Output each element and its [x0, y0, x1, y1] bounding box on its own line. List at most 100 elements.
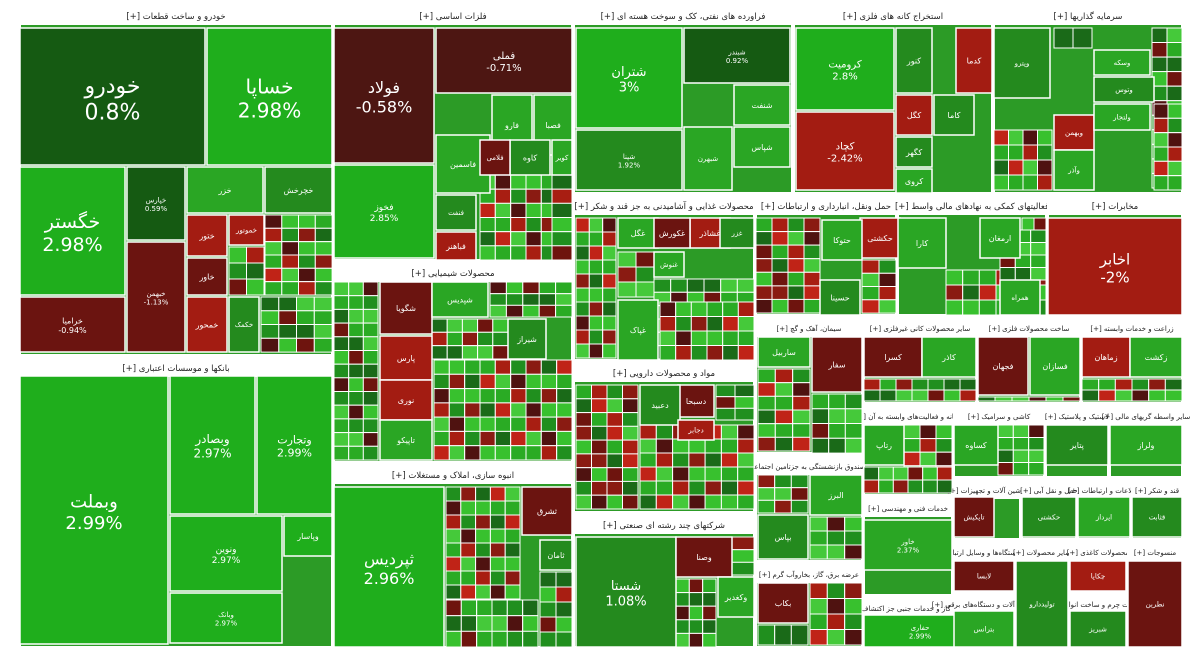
- stock-tile[interactable]: حسینا: [819, 279, 861, 316]
- sector-title[interactable]: مواد و محصولات دارویی [+]: [613, 369, 715, 379]
- stock-tile[interactable]: سفار: [811, 336, 863, 393]
- stock-tile[interactable]: لابسا: [953, 560, 1015, 592]
- stock-tile[interactable]: غکورش: [653, 217, 691, 249]
- stock-tile[interactable]: کاما: [933, 94, 975, 136]
- stock-tile[interactable]: ارمغان: [979, 217, 1021, 259]
- stock-tile[interactable]: ختور: [186, 214, 228, 257]
- sector-title[interactable]: قند و شکر [+]: [1135, 487, 1179, 495]
- sector-title[interactable]: اطلاعات و ارتباطات [+]: [1068, 487, 1140, 495]
- stock-tile[interactable]: ثشرق: [521, 486, 573, 536]
- stock-tile[interactable]: شیراز: [507, 318, 547, 360]
- stock-tile[interactable]: ولتجار: [1093, 103, 1151, 131]
- sector-title[interactable]: عرضه برق، گاز، بخاروآب گرم [+]: [759, 570, 859, 579]
- stock-tile[interactable]: خموتور: [228, 214, 265, 246]
- stock-tile[interactable]: غنوش: [653, 251, 685, 278]
- stock-tile[interactable]: فملی-0.71%: [435, 27, 573, 94]
- stock-tile[interactable]: کاذر: [921, 336, 977, 378]
- stock-tile[interactable]: کسرا: [863, 336, 923, 378]
- stock-tile[interactable]: وسکه: [1093, 49, 1151, 76]
- sector-title[interactable]: ساخت محصولات فلزی [+]: [989, 325, 1070, 333]
- stock-tile[interactable]: شنفت: [733, 84, 791, 126]
- sector-title[interactable]: سایر محصولات کانی غیرفلزی [+]: [870, 325, 971, 333]
- sector-title[interactable]: حمل و نقل آبی [+]: [1020, 486, 1078, 495]
- stock-tile[interactable]: تاپکیش: [953, 496, 995, 538]
- stock-tile[interactable]: وپاسار: [283, 515, 333, 557]
- stock-tile[interactable]: کروی: [895, 168, 933, 194]
- stock-tile[interactable]: دعبید: [639, 384, 681, 426]
- stock-tile[interactable]: کساوه: [953, 424, 999, 466]
- stock-tile[interactable]: کچاد-2.42%: [795, 111, 895, 191]
- sector-title[interactable]: محصولات کاغذی [+]: [1067, 549, 1130, 557]
- stock-tile[interactable]: وآذر: [1053, 149, 1095, 191]
- stock-tile[interactable]: شپاس: [733, 126, 791, 168]
- stock-tile[interactable]: کارا: [897, 217, 947, 269]
- stock-tile[interactable]: غپاک: [617, 299, 659, 361]
- stock-tile[interactable]: نوری: [379, 379, 433, 421]
- stock-tile[interactable]: نطرین: [1127, 560, 1183, 648]
- stock-tile[interactable]: وبهمن: [1053, 114, 1095, 151]
- stock-tile[interactable]: بکاب: [757, 582, 809, 624]
- sector-title[interactable]: زراعت و خدمات وابسته [+]: [1090, 325, 1173, 333]
- stock-tile[interactable]: دجابر: [677, 419, 715, 441]
- stock-tile[interactable]: قثابت: [1131, 496, 1183, 538]
- stock-tile[interactable]: خزر: [186, 166, 264, 214]
- stock-tile[interactable]: ساربیل: [757, 336, 811, 368]
- stock-tile[interactable]: شبریز: [1069, 610, 1127, 648]
- stock-tile[interactable]: فباهنر: [435, 231, 477, 261]
- sector-title[interactable]: محصولات غذایی و آشامیدنی به جز قند و شکر…: [574, 200, 753, 212]
- stock-tile[interactable]: کویر: [551, 139, 573, 176]
- stock-tile[interactable]: تولیددارو: [1015, 560, 1069, 648]
- stock-tile[interactable]: حکشتی: [1021, 496, 1077, 538]
- stock-tile[interactable]: بپاس: [757, 514, 809, 560]
- sector-title[interactable]: لاستیک و پلاستیک [+]: [1045, 413, 1109, 421]
- stock-tile[interactable]: ولراز: [1109, 424, 1183, 466]
- stock-tile[interactable]: غگل: [617, 217, 659, 249]
- stock-tile[interactable]: کنور: [895, 27, 933, 94]
- stock-tile[interactable]: فنفت: [435, 194, 477, 231]
- stock-tile[interactable]: وکغدیر: [717, 576, 755, 618]
- stock-tile[interactable]: فجهان: [977, 336, 1029, 396]
- stock-tile[interactable]: تاپیکو: [379, 419, 433, 461]
- stock-tile[interactable]: پتایر: [1045, 424, 1109, 466]
- sector-title[interactable]: سیمان، آهک و گچ [+]: [777, 324, 842, 333]
- stock-tile[interactable]: فولاد-0.58%: [333, 27, 435, 164]
- stock-tile[interactable]: خکمک: [228, 296, 260, 353]
- stock-tile[interactable]: وصنا: [675, 536, 733, 578]
- sector-title[interactable]: استخراج کانه های فلزی [+]: [843, 12, 943, 22]
- sector-title[interactable]: بیمه وصندوق بازنشستگی به جزتامین اجتماعی…: [735, 462, 883, 471]
- stock-tile[interactable]: شپدیس: [431, 281, 489, 318]
- sector-title[interactable]: سایر محصولات [+]: [1013, 549, 1071, 557]
- stock-tile[interactable]: وپترو: [993, 27, 1051, 99]
- stock-tile[interactable]: رتاپ: [863, 424, 905, 466]
- stock-tile[interactable]: خمحور: [186, 296, 228, 353]
- stock-tile[interactable]: اپرداز: [1077, 496, 1131, 538]
- stock-tile[interactable]: وتوس: [1093, 76, 1155, 103]
- stock-tile[interactable]: کدما: [955, 27, 993, 94]
- stock-tile[interactable]: فسازان: [1029, 336, 1081, 396]
- stock-tile[interactable]: خچرخش: [264, 166, 333, 214]
- stock-tile[interactable]: زکشت: [1129, 336, 1183, 378]
- stock-tile[interactable]: کگل: [895, 94, 933, 136]
- stock-tile[interactable]: حکشتی: [859, 217, 901, 259]
- stock-tile[interactable]: خاور: [186, 257, 228, 296]
- stock-tile[interactable]: کاوه: [509, 139, 551, 176]
- sector-title[interactable]: کاشی و سرامیک [+]: [968, 413, 1031, 421]
- stock-tile[interactable]: پارس: [379, 335, 433, 381]
- stock-tile[interactable]: خرامیا-0.94%: [19, 296, 126, 353]
- sector-title[interactable]: انبوه سازی، املاک و مستغلات [+]: [392, 471, 514, 481]
- stock-tile[interactable]: البرز: [809, 474, 863, 516]
- stock-tile[interactable]: زماهان: [1081, 336, 1131, 378]
- stock-tile[interactable]: خبهمن-1.13%: [126, 241, 186, 353]
- sector-title[interactable]: مخابرات [+]: [1092, 202, 1139, 212]
- stock-tile[interactable]: چکاپا: [1069, 560, 1127, 592]
